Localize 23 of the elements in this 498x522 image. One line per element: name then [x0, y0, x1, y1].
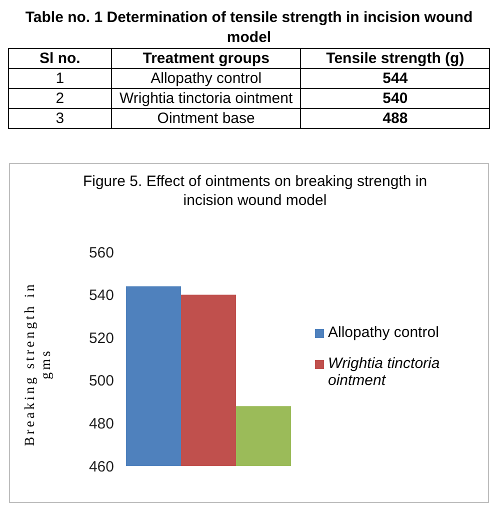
y-tick-label: 500: [88, 372, 114, 390]
y-axis-title: Breaking strength in gms: [23, 282, 54, 446]
y-tick-label: 540: [88, 287, 114, 304]
text: 488: [382, 110, 408, 127]
text: Wrightia tinctoria ointment: [120, 90, 293, 107]
text: 540: [382, 90, 408, 107]
text: Ointment base: [157, 110, 255, 127]
legend-label: Allopathy control: [328, 324, 439, 341]
text: Allopathy control: [150, 70, 262, 87]
y-tick-label: 560: [88, 244, 114, 262]
chart-title: Figure 5. Effect of ointments on breaking strength in incision wound model: [82, 172, 428, 210]
text: Table no. 1 Determination of tensile strength in incision wound model: [24, 8, 474, 48]
y-tick-label: 460: [88, 458, 114, 476]
text: 544: [382, 70, 408, 87]
text: 2: [56, 90, 64, 107]
y-tick-label: 520: [88, 330, 114, 347]
y-tick-label: 480: [88, 416, 114, 433]
category-label: Treatment groups: [111, 48, 301, 68]
text: 3: [56, 110, 64, 127]
category-label: Tensile strength (g): [300, 48, 490, 68]
text: 1: [56, 70, 64, 87]
legend-label: Wrightia tinctoria ointment: [328, 355, 441, 389]
category-label: Sl no.: [8, 48, 112, 68]
